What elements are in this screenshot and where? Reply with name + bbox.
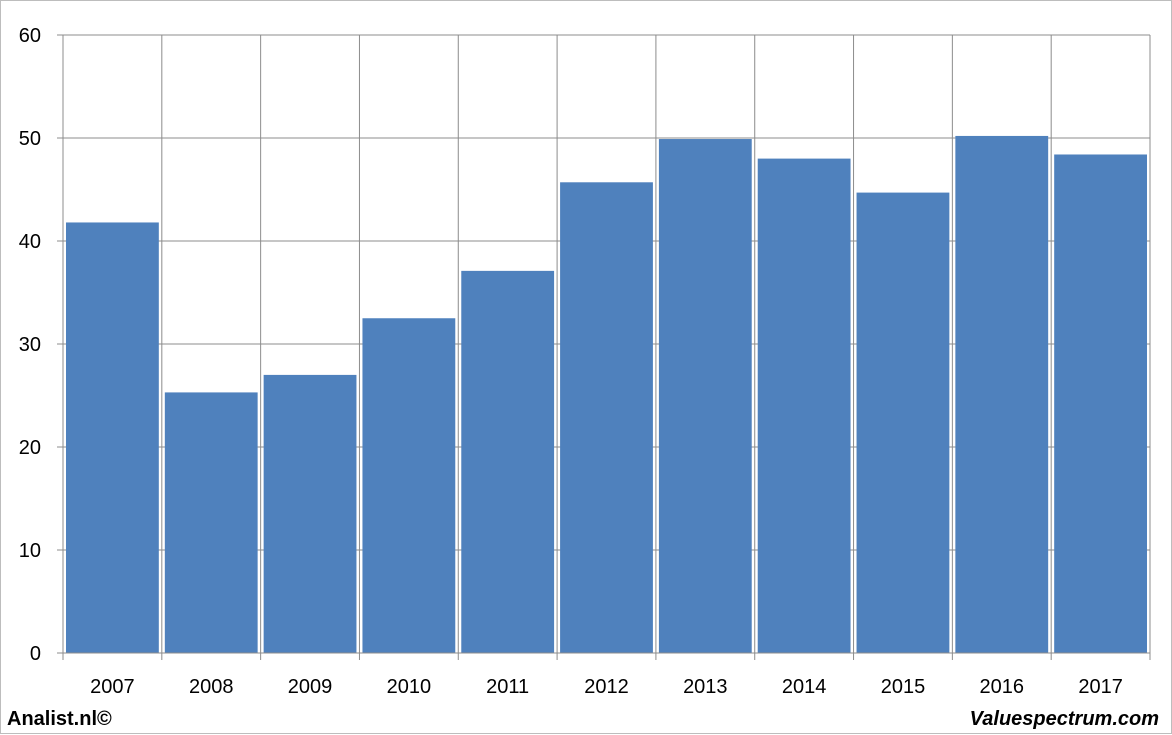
x-tick-label-2012: 2012 xyxy=(584,676,629,698)
bars-layer xyxy=(66,135,1147,654)
bar-2008 xyxy=(164,392,258,653)
x-tick-label-2016: 2016 xyxy=(980,676,1025,698)
y-tick-label: 20 xyxy=(19,437,41,459)
bar-2009 xyxy=(263,374,357,653)
y-tick-label: 0 xyxy=(30,643,41,665)
bar-2011 xyxy=(461,270,555,653)
axes-layer xyxy=(57,34,1151,660)
y-tick-label: 30 xyxy=(19,334,41,356)
x-tick-label-2007: 2007 xyxy=(90,676,135,698)
y-tick-label: 10 xyxy=(19,540,41,562)
bar-2014 xyxy=(757,158,851,653)
bar-2012 xyxy=(560,182,653,654)
labels-layer: 0 10 20 30 40 50 60 2007 2008 2009 2010 2011 2012 201… xyxy=(19,25,1123,698)
x-tick-label-2013: 2013 xyxy=(683,676,728,698)
y-tick-label: 60 xyxy=(19,25,41,47)
x-tick-label-2015: 2015 xyxy=(881,676,926,698)
grid-layer xyxy=(62,34,1151,653)
x-tick-label-2014: 2014 xyxy=(782,676,827,698)
bar-2016 xyxy=(955,135,1049,653)
bar-2017 xyxy=(1054,154,1147,654)
x-tick-label-2010: 2010 xyxy=(387,676,432,698)
bar-2015 xyxy=(856,192,950,653)
x-tick-label-2009: 2009 xyxy=(288,676,333,698)
bar-2013 xyxy=(658,139,752,653)
footer-right-credit: Valuespectrum.com xyxy=(970,708,1159,730)
x-tick-label-2017: 2017 xyxy=(1078,676,1123,698)
x-tick-label-2011: 2011 xyxy=(486,676,529,698)
footer-left-credit: Analist.nl© xyxy=(7,708,112,730)
y-tick-label: 40 xyxy=(19,231,41,253)
bar-2010 xyxy=(362,318,456,653)
x-tick-label-2008: 2008 xyxy=(189,676,234,698)
y-tick-label: 50 xyxy=(19,128,41,150)
bar-2007 xyxy=(66,222,159,653)
